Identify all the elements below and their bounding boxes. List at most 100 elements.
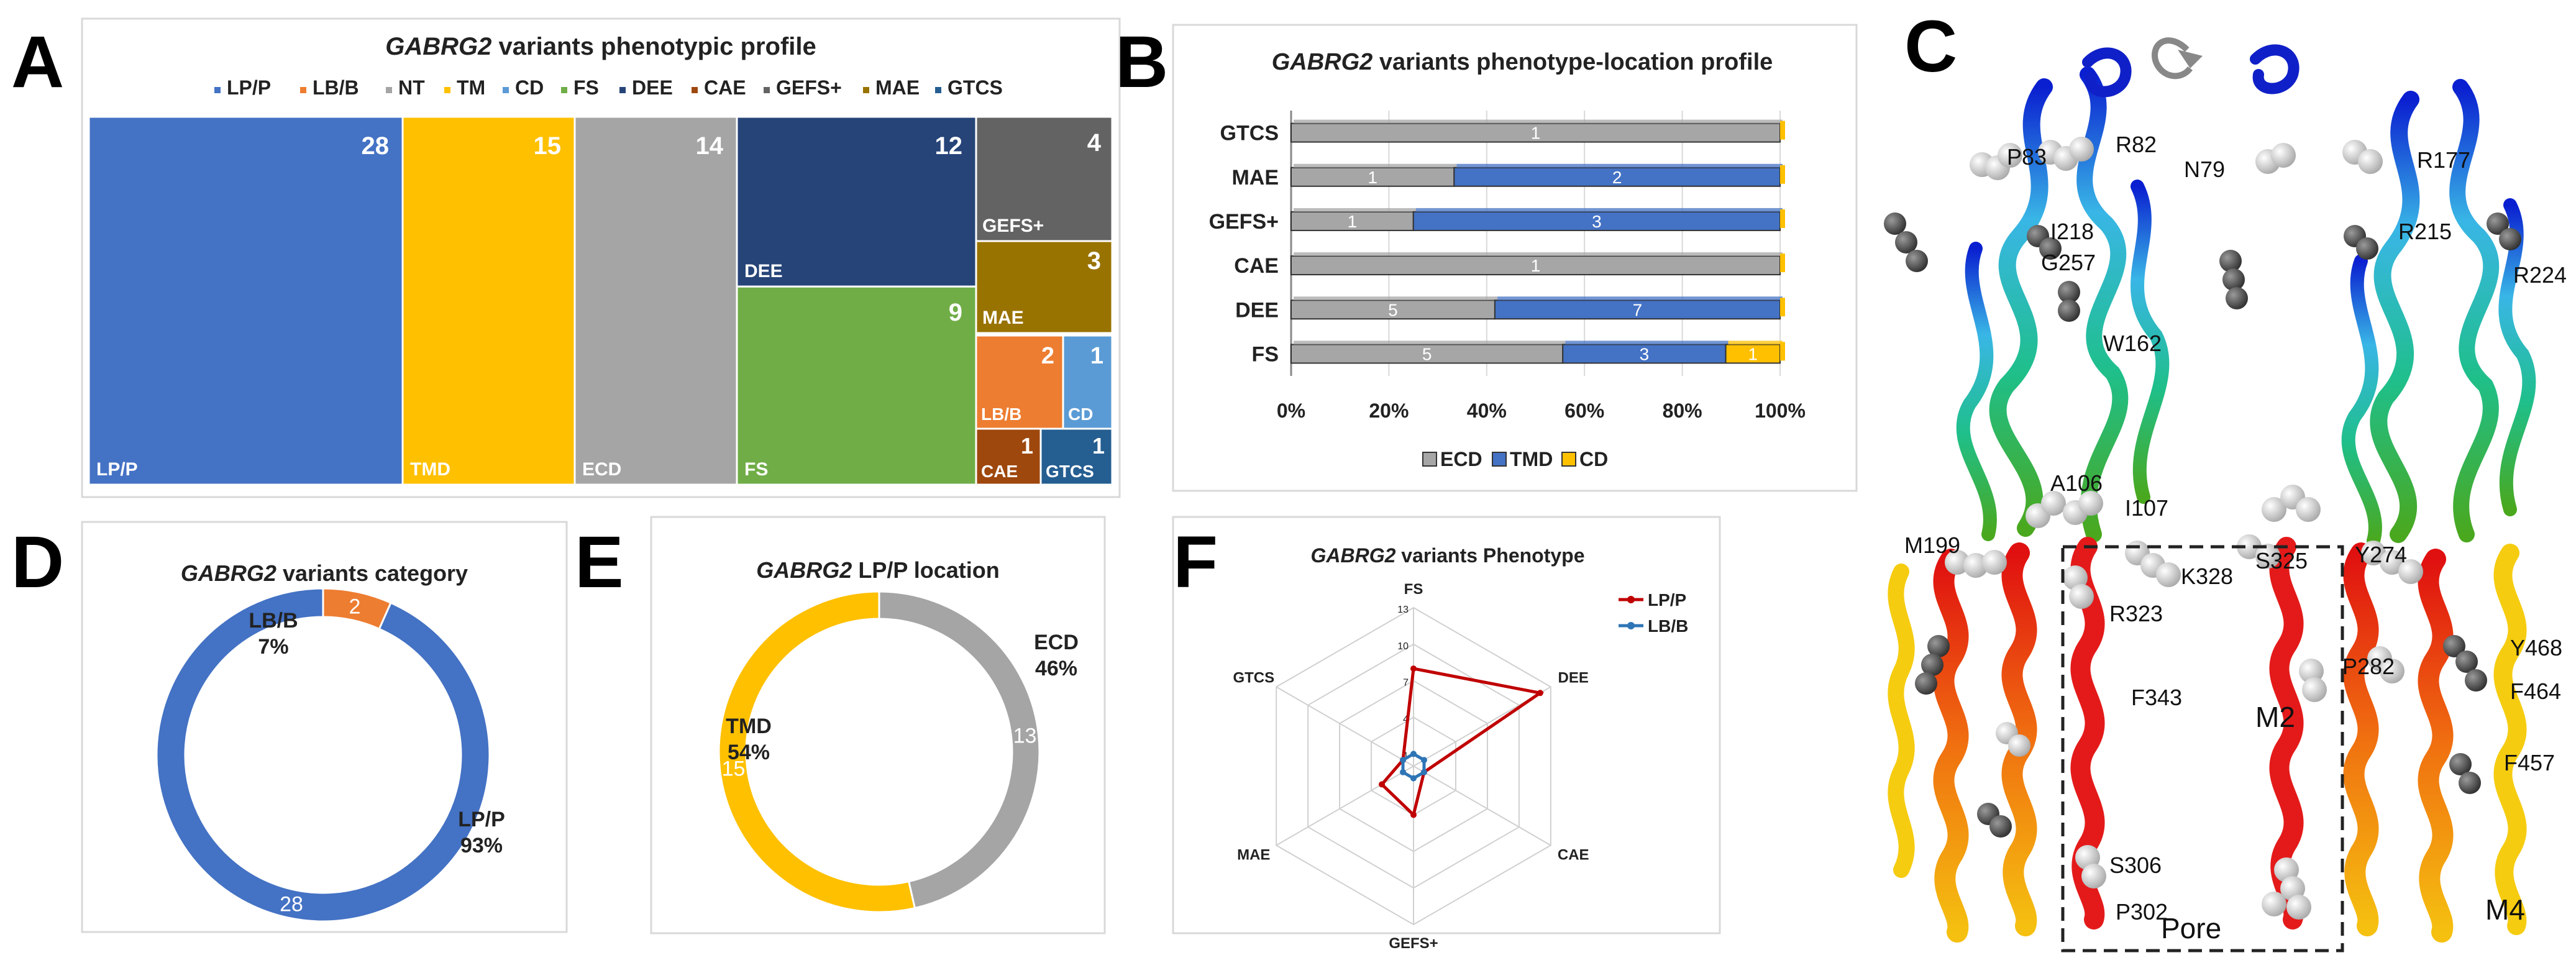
tile-label-9: CAE: [981, 462, 1018, 481]
panel-c-structure: R82 P83 N79 R177 I218 G257 R215 R224 W16…: [1884, 37, 2567, 952]
legend-label-7: CAE: [704, 76, 746, 99]
b-bar-edge-5: [1780, 342, 1785, 361]
b-bar-top-5-2: [1728, 340, 1783, 345]
b-xtick-3: 60%: [1564, 400, 1604, 422]
d-donut-slice-1: [322, 587, 392, 631]
svg-text:W162: W162: [2103, 331, 2162, 356]
rotation-arrowhead-icon: [2178, 50, 2203, 68]
f-spoke-4: [1276, 765, 1414, 846]
svg-text:P302: P302: [2116, 899, 2168, 925]
svg-text:P282: P282: [2342, 654, 2395, 679]
svg-text:I218: I218: [2050, 219, 2094, 244]
tile-label-2: ECD: [582, 459, 621, 480]
f-axis-label-1: DEE: [1558, 670, 1589, 687]
svg-text:R82: R82: [2116, 132, 2157, 157]
panel-f-radar: 1 4 7 10 13 FS DEE CAE GEFS+ MAE GTCS: [1233, 581, 1589, 952]
svg-text:Pore: Pore: [2161, 912, 2221, 944]
f-point-1-5: [1400, 757, 1407, 764]
legend-swatch-5: [561, 87, 567, 93]
tile-value-0: 28: [362, 132, 390, 160]
f-point-1-3: [1410, 775, 1417, 782]
tile-value-3: 12: [935, 132, 963, 160]
f-legend-label-0: LP/P: [1648, 590, 1686, 610]
panel-e-frame: [650, 516, 1106, 934]
b-bar-label-3-0: 1: [1531, 256, 1541, 275]
b-bar-top-2-0: [1294, 208, 1416, 212]
legend-swatch-3: [444, 87, 450, 93]
panel-b-gridlines: 0% 20% 40% 60% 80% 100%: [1277, 111, 1806, 422]
f-scale-0: 1: [1403, 751, 1409, 761]
tile-label-1: TMD: [410, 459, 450, 480]
panel-b-frame: [1172, 24, 1858, 492]
b-legend-swatch-1: [1492, 452, 1507, 467]
f-scale-4: 13: [1397, 605, 1409, 615]
b-bar-label-2-0: 1: [1348, 212, 1358, 231]
tile-value-6: 9: [949, 299, 962, 326]
pore-box: [2061, 545, 2344, 952]
panel-a-title: GABRG2 variants phenotypic profile: [385, 33, 816, 60]
panel-a-treemap: 28LP/P15TMD14ECD12DEE9FS4GEFS+3MAE2LB/B1…: [88, 116, 1113, 486]
b-bar-top-1-1: [1456, 163, 1783, 168]
panel-e-donut: 13 ECD 46% 15 TMD 54%: [718, 590, 1079, 913]
e-donut-name-1: TMD: [726, 715, 772, 738]
svg-text:M4: M4: [2485, 893, 2525, 926]
legend-swatch-7: [692, 87, 698, 93]
tile-5: [975, 240, 1113, 334]
legend-swatch-0: [214, 87, 221, 93]
f-axis-label-2: CAE: [1558, 847, 1589, 864]
rotation-arrow-icon: [2152, 37, 2193, 80]
b-bar-edge-2: [1780, 209, 1785, 228]
tile-value-9: 1: [1021, 433, 1033, 459]
legend-swatch-4: [503, 87, 509, 93]
f-point-0-3: [1410, 811, 1417, 818]
legend-label-1: LB/B: [313, 76, 359, 99]
b-bar-5-0: [1290, 344, 1564, 364]
d-donut-slice-0: [155, 587, 491, 923]
b-bar-top-5-1: [1565, 340, 1729, 345]
tile-label-4: GEFS+: [982, 216, 1044, 236]
legend-label-10: GTCS: [948, 76, 1003, 99]
legend-label-0: LP/P: [227, 76, 271, 99]
d-donut-value-1: 2: [349, 595, 360, 618]
tile-value-8: 1: [1090, 343, 1103, 369]
panel-letter-f: F: [1173, 521, 1218, 603]
b-xtick-5: 100%: [1755, 400, 1806, 422]
b-bar-top-4-0: [1294, 296, 1497, 301]
b-legend-label-1: TMD: [1510, 448, 1553, 470]
svg-text:K328: K328: [2181, 564, 2233, 589]
svg-text:F464: F464: [2510, 678, 2561, 704]
tile-label-5: MAE: [982, 308, 1024, 328]
panel-a-legend: LP/P LB/B NT TM CD FS DEE CAE GEFS+ MAE GTCS: [214, 76, 1003, 99]
panel-a-frame: [81, 17, 1121, 498]
d-donut-name-1: LB/B: [249, 609, 298, 633]
d-donut-pct-1: 7%: [258, 635, 288, 659]
panel-f-frame: [1172, 516, 1721, 934]
svg-text:R224: R224: [2513, 262, 2567, 288]
tile-label-10: GTCS: [1046, 462, 1094, 481]
f-legend-dot-1: [1627, 622, 1635, 629]
legend-swatch-8: [764, 87, 770, 93]
panel-letter-d: D: [11, 521, 64, 603]
tile-label-3: DEE: [744, 261, 783, 281]
b-legend-label-0: ECD: [1440, 448, 1482, 470]
b-bar-1-1: [1453, 167, 1781, 187]
b-bar-label-5-0: 5: [1422, 344, 1432, 363]
b-bar-top-0-0: [1294, 119, 1783, 124]
d-donut-name-0: LP/P: [458, 808, 505, 831]
b-bar-label-4-1: 7: [1633, 300, 1643, 319]
svg-text:S325: S325: [2255, 548, 2308, 573]
legend-label-2: NT: [398, 76, 425, 99]
b-ytick-1: MAE: [1231, 166, 1279, 190]
b-bar-2-1: [1412, 211, 1781, 231]
b-ytick-4: DEE: [1235, 298, 1279, 322]
tile-6: [736, 285, 977, 486]
b-legend-label-2: CD: [1579, 448, 1608, 470]
tile-label-6: FS: [744, 459, 768, 480]
b-bar-2-0: [1290, 211, 1414, 231]
tile-2: [573, 116, 738, 486]
structure-ribbons: [1888, 44, 2536, 943]
b-bar-label-1-1: 2: [1612, 168, 1622, 187]
svg-text:M199: M199: [1904, 532, 1960, 558]
e-donut-name-0: ECD: [1034, 631, 1079, 654]
f-point-1-1: [1420, 757, 1427, 764]
